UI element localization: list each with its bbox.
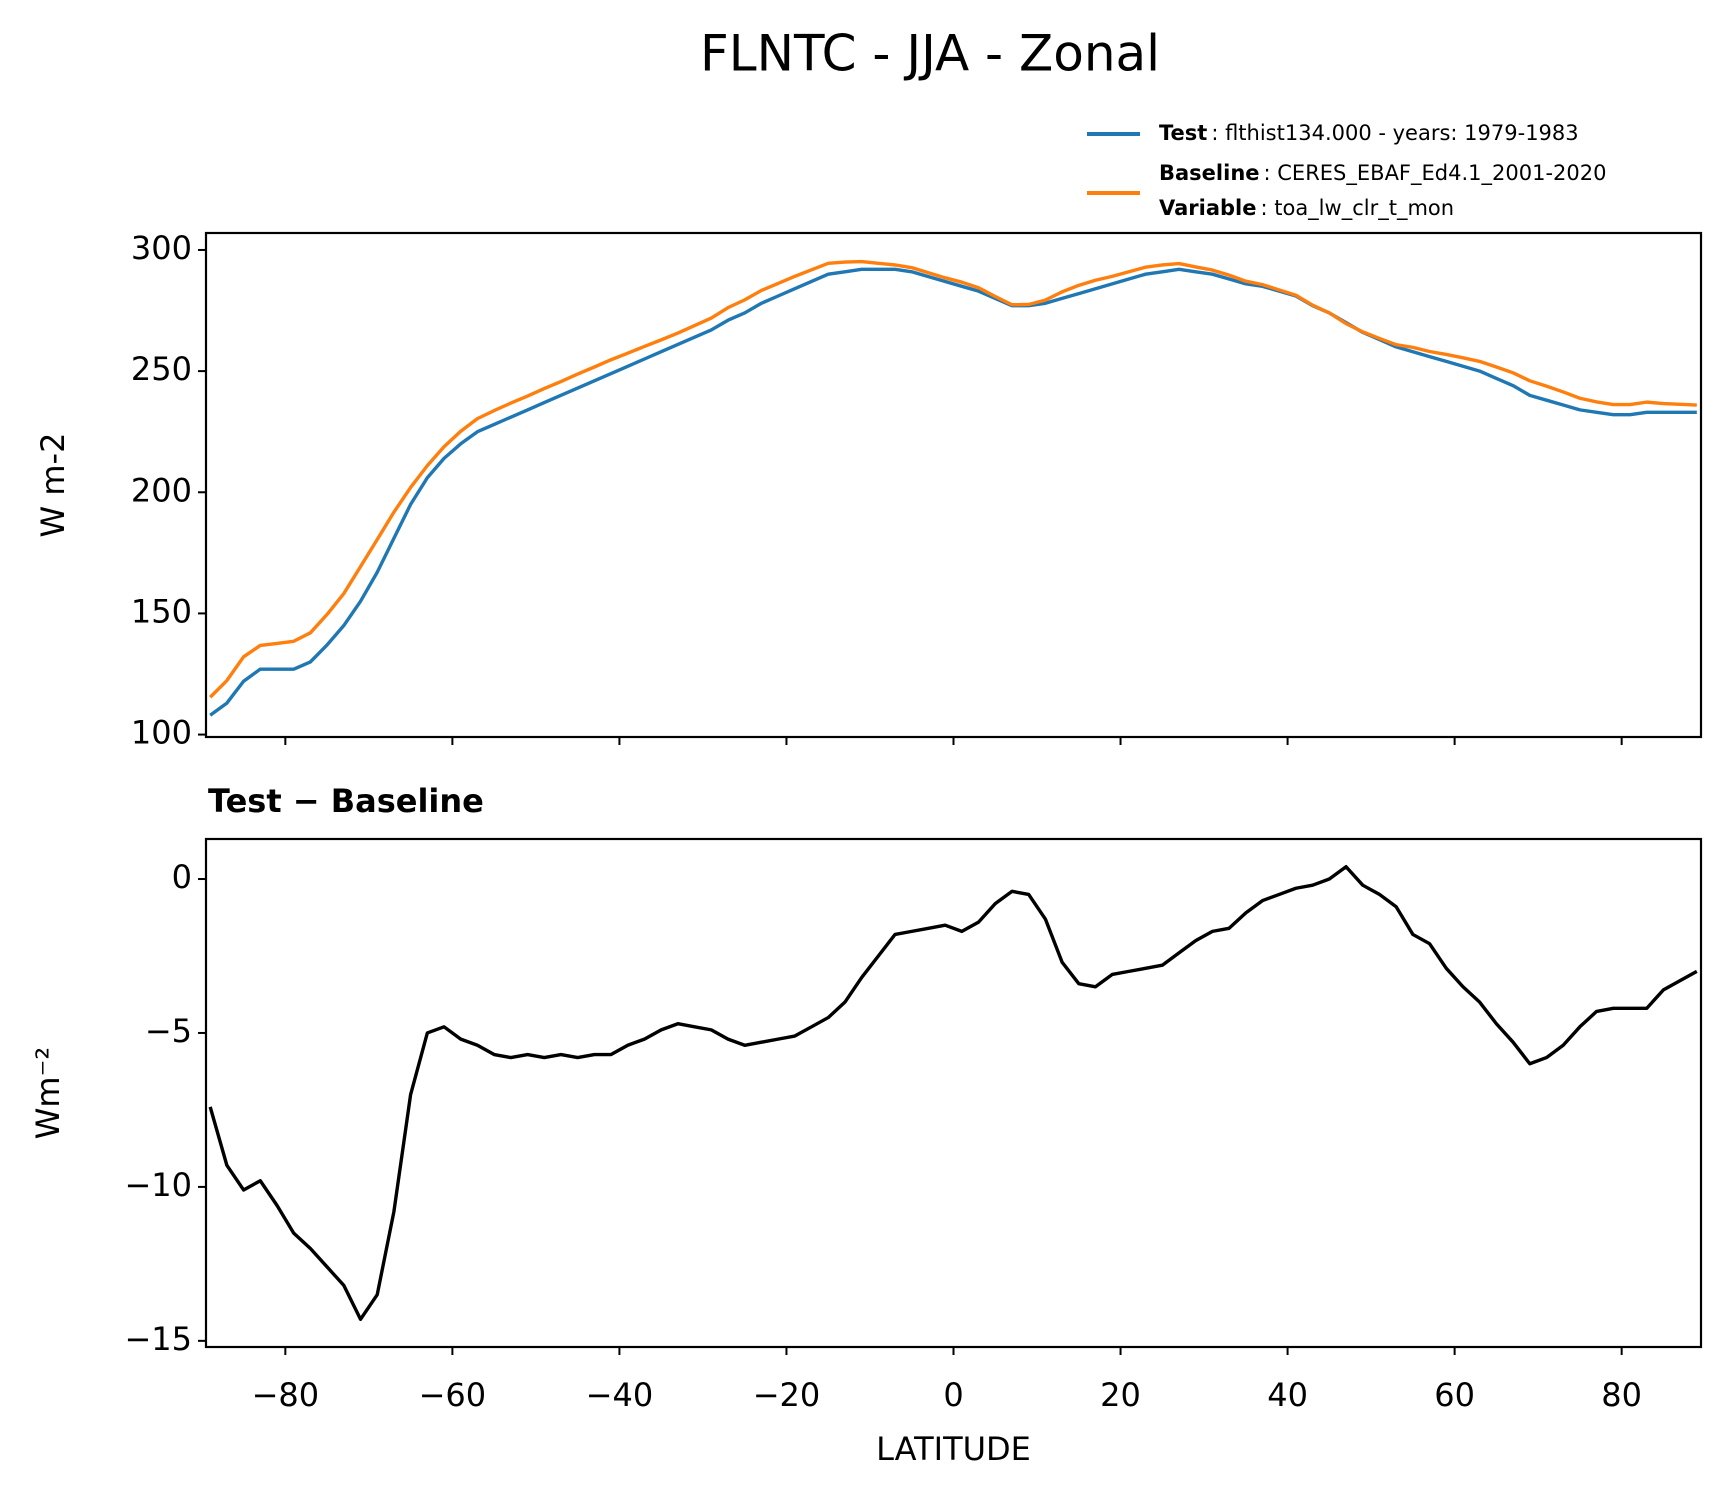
legend-name: Baseline bbox=[1159, 161, 1260, 185]
axes-frame bbox=[204, 231, 1703, 739]
y-tick-label: −10 bbox=[124, 1166, 192, 1204]
y-tick-label: 100 bbox=[131, 714, 192, 752]
x-tick-label: 80 bbox=[1601, 1376, 1642, 1414]
x-tick-label: 20 bbox=[1100, 1376, 1141, 1414]
legend-entry: Test: flthist134.000 - years: 1979-1983 bbox=[1159, 121, 1579, 145]
axes-frame bbox=[204, 837, 1703, 1349]
data-line bbox=[208, 259, 1697, 699]
data-line bbox=[209, 267, 1697, 717]
data-line bbox=[208, 865, 1698, 1321]
y-tick-label: 250 bbox=[131, 350, 192, 388]
y-tick-label: 300 bbox=[131, 229, 192, 267]
x-tick-label: −40 bbox=[586, 1376, 654, 1414]
y-tick-label: −15 bbox=[124, 1320, 192, 1358]
y-axis-label: W m-2 bbox=[34, 433, 72, 538]
x-tick-label: 60 bbox=[1434, 1376, 1475, 1414]
x-tick-label: 0 bbox=[943, 1376, 963, 1414]
legend-note-text: : toa_lw_clr_t_mon bbox=[1260, 196, 1454, 221]
axes-title: Test − Baseline bbox=[208, 782, 484, 820]
x-tick-label: −20 bbox=[753, 1376, 821, 1414]
y-tick-label: −5 bbox=[145, 1012, 192, 1050]
y-tick-label: 150 bbox=[131, 592, 192, 630]
legend-description: : CERES_EBAF_Ed4.1_2001-2020 bbox=[1264, 161, 1607, 186]
figure-title: FLNTC - JJA - Zonal bbox=[700, 25, 1160, 83]
x-axis-label: LATITUDE bbox=[876, 1430, 1031, 1468]
legend-entry: Baseline: CERES_EBAF_Ed4.1_2001-2020 bbox=[1159, 161, 1606, 186]
y-tick-label: 0 bbox=[172, 858, 192, 896]
legend-note-name: Variable bbox=[1159, 196, 1256, 220]
x-tick-label: −60 bbox=[419, 1376, 487, 1414]
y-axis-label: Wm⁻² bbox=[29, 1047, 67, 1140]
x-tick-label: −80 bbox=[252, 1376, 320, 1414]
x-tick-label: 40 bbox=[1267, 1376, 1308, 1414]
legend-description: : flthist134.000 - years: 1979-1983 bbox=[1211, 121, 1578, 145]
legend-note: Variable: toa_lw_clr_t_mon bbox=[1159, 196, 1454, 221]
legend-name: Test bbox=[1159, 121, 1207, 145]
y-tick-label: 200 bbox=[131, 471, 192, 509]
